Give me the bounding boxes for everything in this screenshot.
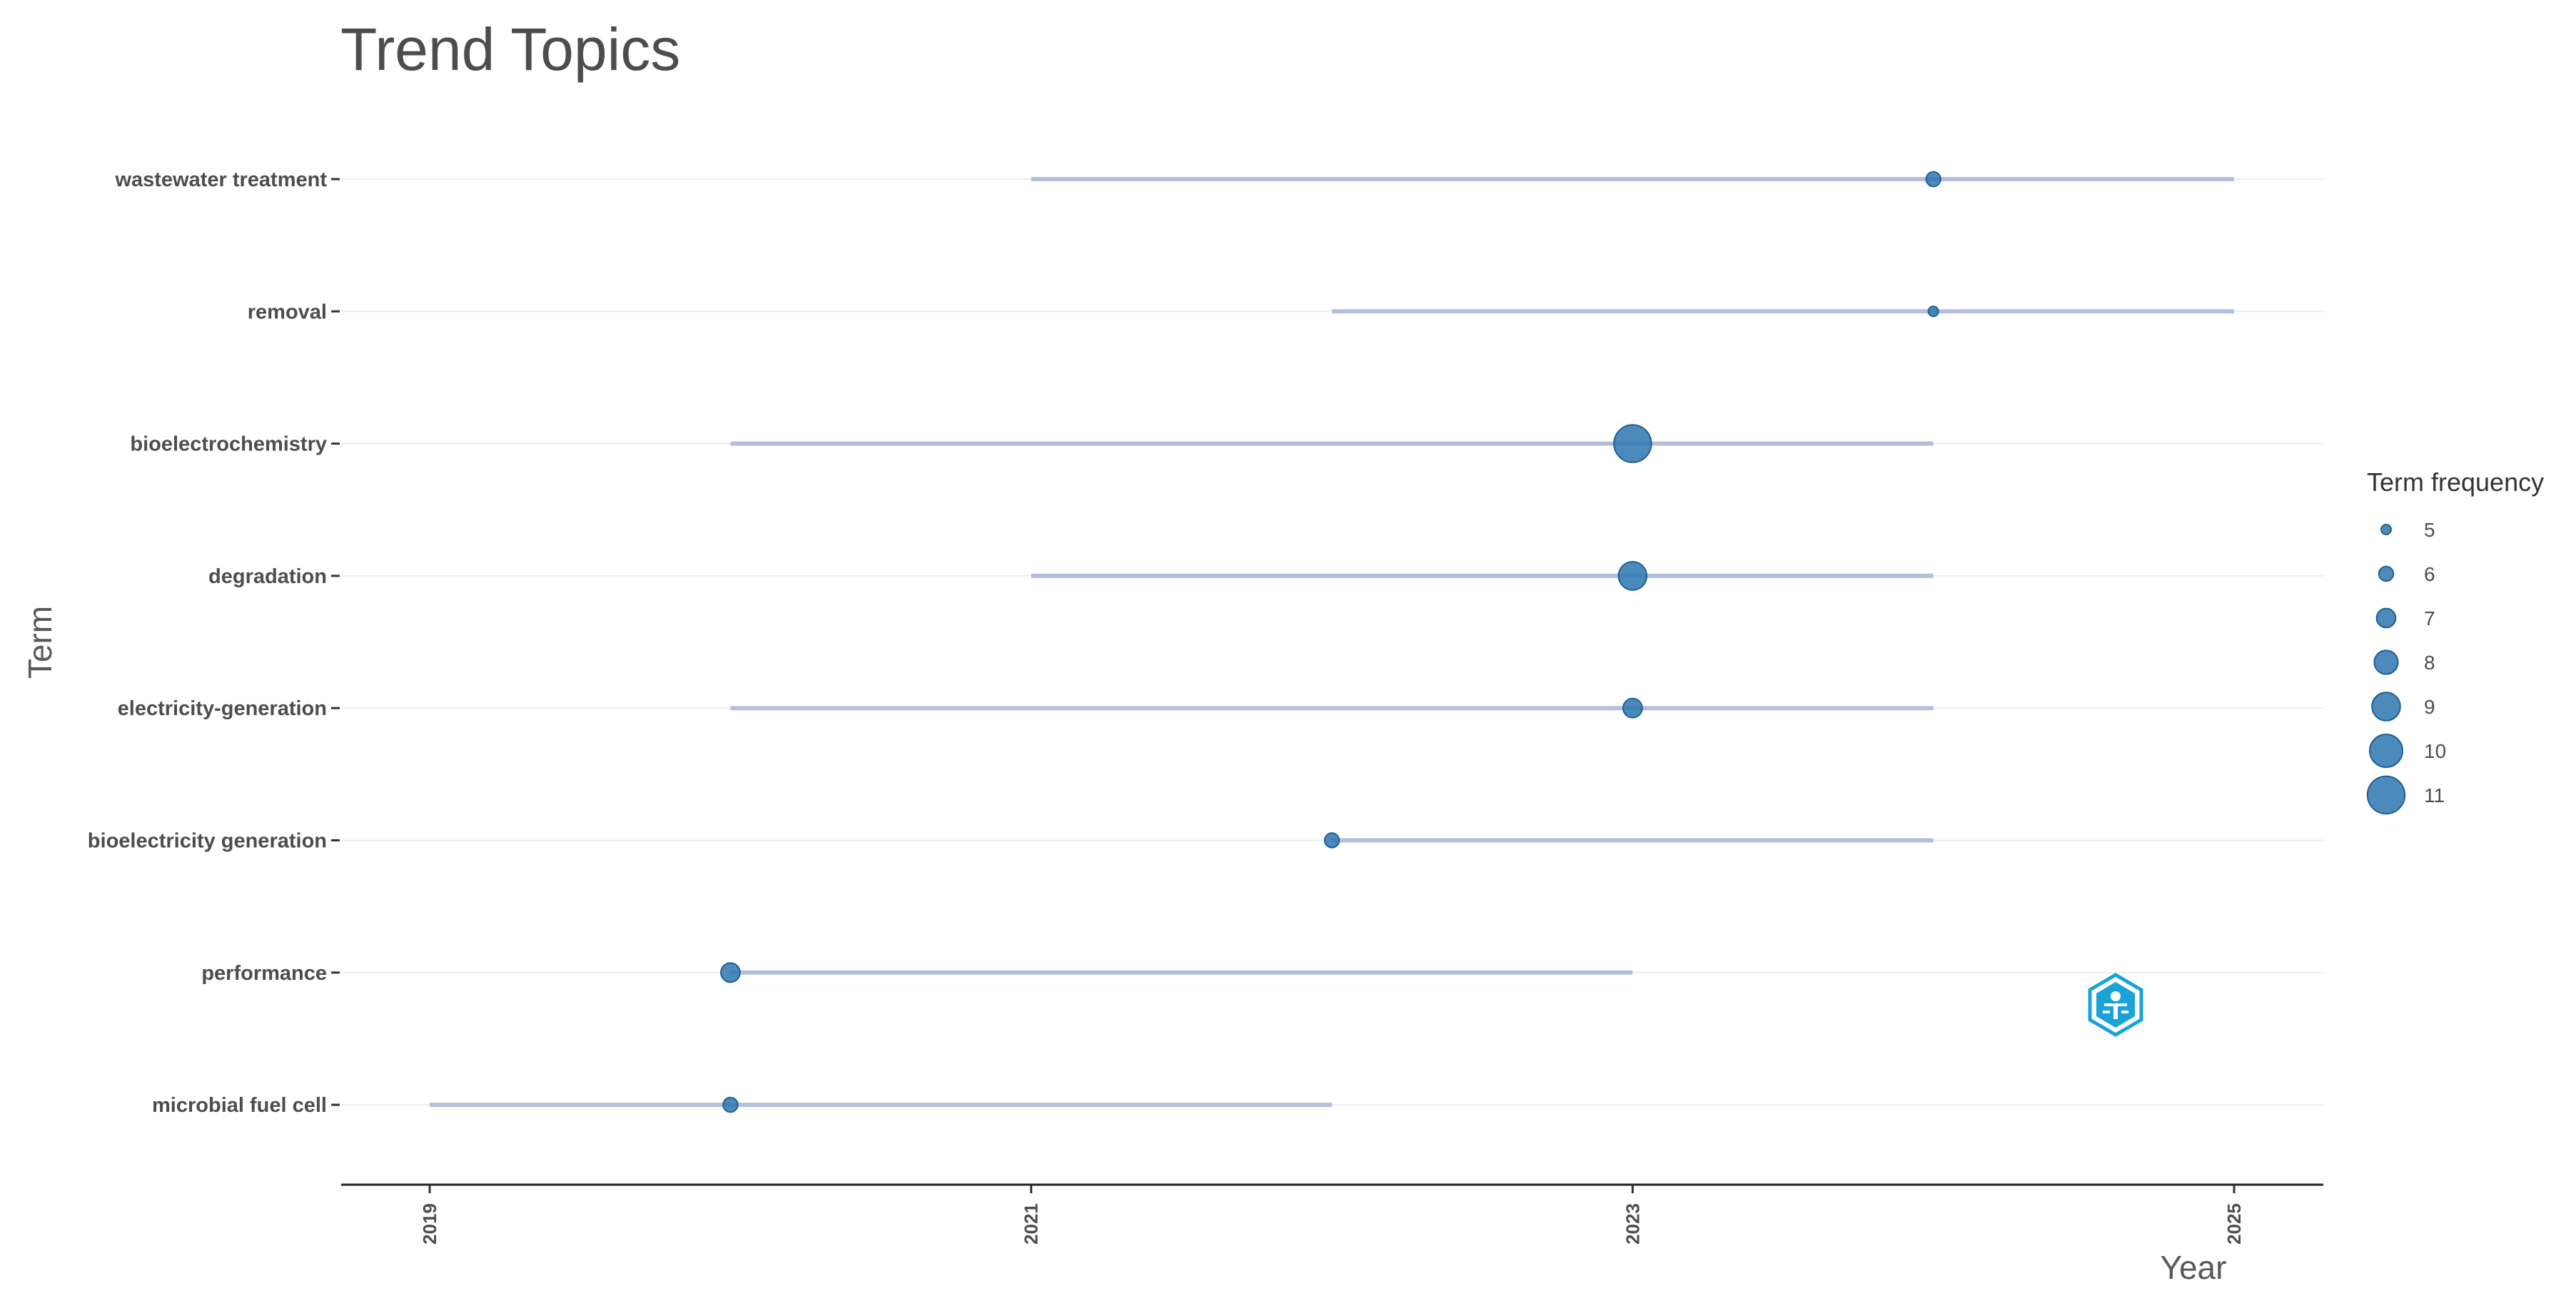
term-label: removal	[248, 300, 327, 323]
term-label: bioelectricity generation	[88, 830, 327, 853]
legend-size-label: 9	[2424, 696, 2435, 718]
y-axis-title: Term	[21, 606, 59, 679]
median-point	[1622, 697, 1643, 719]
legend-size-key	[2371, 692, 2401, 722]
term-label: microbial fuel cell	[152, 1094, 327, 1117]
legend-size-key	[2369, 734, 2403, 768]
legend-items: 5 6 7 8 9 10 11	[2366, 519, 2446, 815]
legend-size-key	[2380, 524, 2392, 535]
legend-size-key	[2366, 775, 2406, 815]
median-point	[1925, 171, 1941, 188]
median-points	[719, 171, 1941, 1113]
x-tick-label: 2025	[2223, 1203, 2245, 1245]
median-point	[1323, 832, 1340, 849]
term-label: wastewater treatment	[114, 168, 327, 191]
median-point	[719, 962, 741, 983]
gridlines	[341, 178, 2323, 1106]
legend-size-label: 11	[2424, 784, 2445, 806]
term-label: degradation	[208, 565, 327, 588]
chart-title: Trend Topics	[340, 16, 680, 83]
term-label: performance	[201, 962, 327, 985]
legend-title: Term frequency	[2367, 467, 2544, 497]
legend-size-key	[2375, 607, 2397, 629]
legend-size-label: 10	[2424, 740, 2446, 762]
x-tick-label: 2023	[1622, 1203, 1643, 1245]
legend-size-label: 8	[2424, 652, 2435, 674]
year-range-segments	[430, 177, 2234, 1108]
legend-size-label: 7	[2424, 607, 2435, 629]
x-tick-label: 2019	[419, 1203, 440, 1245]
x-axis-title: Year	[2161, 1249, 2227, 1286]
legend: Term frequency 5 6 7 8 9 10 11	[2366, 467, 2544, 815]
median-point	[1617, 561, 1648, 591]
median-point	[1927, 305, 1939, 318]
term-label: electricity-generation	[118, 697, 327, 720]
x-axis: 2019 2021 2023 2025	[341, 1183, 2323, 1245]
term-labels: wastewater treatment removal bioelectroche…	[88, 168, 340, 1117]
legend-size-key	[2378, 565, 2395, 582]
legend-size-label: 5	[2424, 519, 2435, 541]
legend-size-key	[2373, 649, 2399, 675]
median-point	[722, 1096, 739, 1113]
median-point	[1613, 424, 1652, 463]
term-label: bioelectrochemistry	[130, 433, 327, 456]
logo-icon	[2088, 973, 2143, 1037]
legend-size-label: 6	[2424, 563, 2435, 585]
x-tick-label: 2021	[1021, 1203, 1042, 1245]
